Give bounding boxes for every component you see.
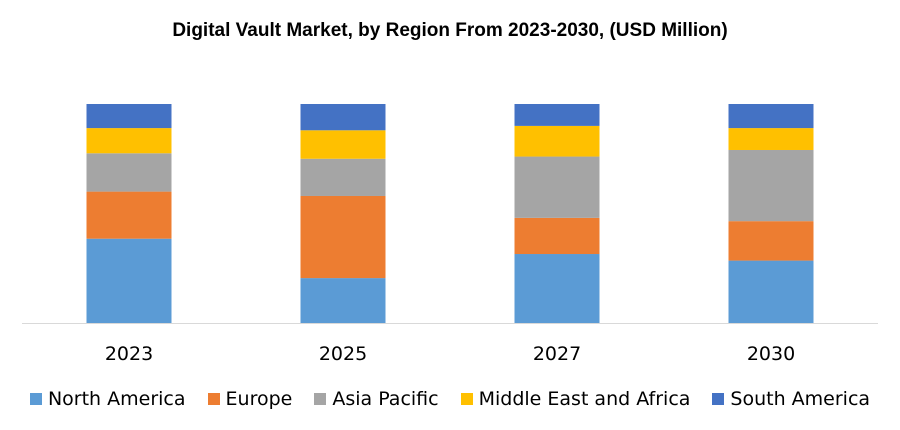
bar-segment-2030-middle-east-and-africa [728, 128, 814, 150]
bar-segment-2025-middle-east-and-africa [300, 130, 386, 159]
bar-segment-2030-south-america [728, 104, 814, 129]
bar-segment-2023-north-america [86, 238, 172, 323]
bar-segment-2023-south-america [86, 104, 172, 129]
legend: North America Europe Asia Pacific Middle Ea… [0, 388, 900, 410]
legend-item: South America [712, 388, 870, 410]
x-tick-label: 2025 [319, 343, 367, 365]
bar-segment-2027-europe [514, 217, 600, 255]
bar-segment-2027-middle-east-and-africa [514, 125, 600, 157]
legend-item: Middle East and Africa [460, 388, 691, 410]
bar-segment-2023-asia-pacific [86, 153, 172, 192]
legend-item: Asia Pacific [314, 388, 439, 410]
bar-segment-2023-middle-east-and-africa [86, 128, 172, 154]
legend-label: Europe [225, 388, 293, 410]
legend-swatch [712, 393, 725, 405]
bar-segment-2030-asia-pacific [728, 149, 814, 222]
bar-segment-2025-asia-pacific [300, 158, 386, 196]
legend-swatch [29, 393, 42, 405]
x-tick-label: 2023 [105, 343, 153, 365]
bar-segment-2023-europe [86, 191, 172, 239]
bar-segment-2025-north-america [300, 278, 386, 323]
legend-label: Middle East and Africa [478, 388, 691, 410]
x-tick-label: 2030 [747, 343, 795, 365]
legend-item: Europe [207, 388, 293, 410]
bar-segment-2030-europe [728, 221, 814, 261]
bar-segment-2027-north-america [514, 254, 600, 323]
chart-title: Digital Vault Market, by Region From 202… [172, 20, 728, 41]
bar-segment-2027-asia-pacific [514, 156, 600, 218]
legend-label: North America [47, 388, 186, 410]
legend-swatch [460, 393, 473, 405]
legend-label: Asia Pacific [332, 388, 439, 410]
bar-segment-2030-north-america [728, 260, 814, 323]
legend-swatch [207, 393, 220, 405]
bar-segment-2027-south-america [514, 104, 600, 126]
x-tick-label: 2027 [533, 343, 581, 365]
legend-item: North America [29, 388, 186, 410]
bar-segment-2025-south-america [300, 104, 386, 131]
bar-segment-2025-europe [300, 195, 386, 279]
legend-swatch [314, 393, 327, 405]
legend-label: South America [730, 388, 871, 410]
